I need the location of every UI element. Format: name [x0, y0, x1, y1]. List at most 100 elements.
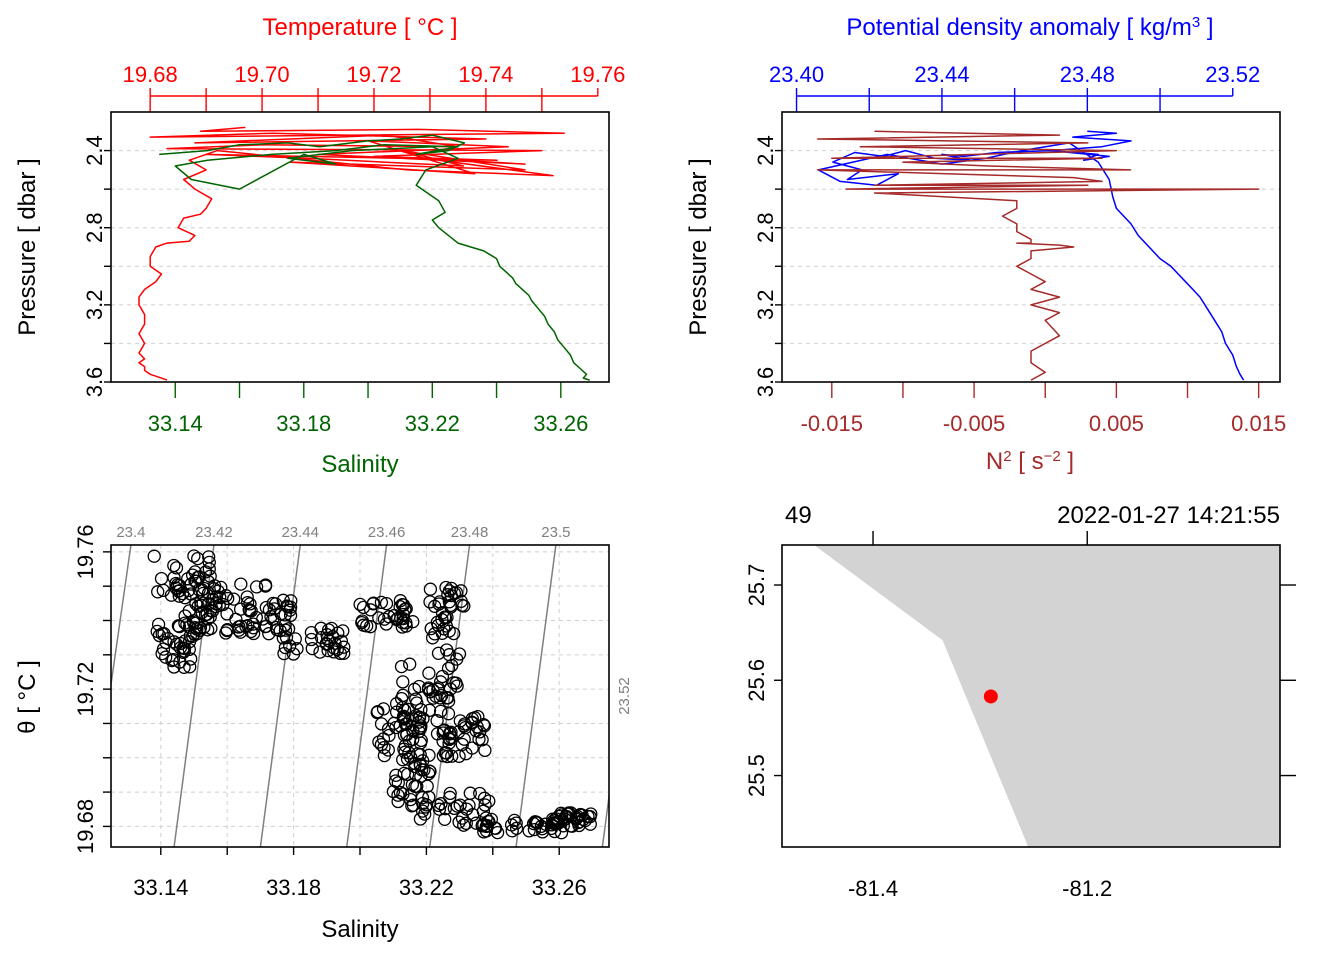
ts-point	[507, 813, 522, 828]
ts-point	[232, 623, 246, 637]
ts-point	[199, 565, 213, 579]
ts-point	[304, 632, 319, 647]
ts-point	[509, 816, 523, 830]
ts-point	[443, 598, 458, 613]
ts-point	[240, 595, 255, 610]
ts-point	[234, 577, 248, 591]
ts-point	[522, 824, 536, 838]
ts-xtick-label: 33.22	[399, 875, 454, 900]
ts-point	[147, 549, 161, 563]
ts-point	[330, 642, 344, 657]
ts-point	[444, 725, 458, 739]
ts-point	[441, 707, 456, 721]
ts-point	[186, 614, 201, 628]
p2-ytick-label: 3.6	[753, 367, 778, 398]
ts-point	[258, 578, 273, 592]
ts-point	[478, 798, 492, 812]
isopycnal-label: 23.5	[541, 524, 570, 541]
ts-point	[403, 657, 417, 671]
ts-point	[398, 745, 412, 759]
ts-point	[396, 675, 410, 689]
ts-point	[406, 615, 420, 629]
isopycnal-line	[515, 545, 557, 847]
ts-point	[432, 802, 447, 816]
ts-profile-frame	[110, 111, 610, 383]
ts-point	[431, 681, 445, 695]
ts-diagram-panel: Salinity θ [ °C ] 23.4 23.42 23.44 23.46 23.…	[14, 524, 633, 943]
station-marker	[983, 689, 998, 704]
ts-point	[425, 631, 440, 645]
isopycnal-line	[111, 545, 132, 690]
ts-xtick-label: 33.26	[532, 875, 587, 900]
ts-point	[431, 646, 446, 660]
p2-top-tick-label: 23.44	[914, 62, 969, 87]
ts-point	[171, 619, 186, 633]
p1-ytick-label: 3.6	[82, 367, 107, 398]
ts-point	[433, 704, 448, 719]
ts-point	[283, 608, 298, 623]
p2-bottom-tick-label: 0.015	[1231, 411, 1286, 436]
ts-point	[445, 658, 459, 673]
map-xtick-label: -81.2	[1062, 876, 1112, 901]
pressure-axis-title: Pressure [ dbar ]	[14, 158, 41, 335]
ts-point	[173, 641, 188, 655]
p2-ytick-label: 2.8	[753, 212, 778, 243]
p1-bottom-tick-label: 33.14	[148, 411, 203, 436]
ts-point	[406, 723, 420, 738]
p1-top-tick-label: 19.70	[235, 62, 290, 87]
ts-point	[173, 636, 188, 651]
ts-point	[328, 636, 342, 650]
ts-ytick-label: 19.76	[73, 524, 98, 579]
ts-point	[572, 818, 586, 833]
ts-point	[177, 660, 191, 674]
n2-axis-title: N2 [ s−2 ]	[986, 448, 1074, 476]
density-profile-frame	[781, 111, 1281, 383]
ts-point	[243, 597, 257, 611]
map-ytick-label: 25.7	[744, 564, 769, 607]
ts-point	[150, 624, 164, 639]
ts-point	[267, 602, 281, 616]
ts-point	[438, 802, 452, 816]
ts-point	[320, 631, 335, 645]
ts-point	[191, 551, 205, 566]
p1-series-salinity	[159, 134, 590, 381]
ts-point	[189, 616, 203, 630]
ts-point	[165, 653, 179, 668]
ts-point	[529, 815, 544, 829]
ts-point	[390, 612, 404, 627]
ts-point	[159, 635, 173, 650]
station-map-panel: -81.4 -81.2 25.5 25.6 25.7 49 2022-01-27 14:…	[744, 502, 1296, 901]
ts-profile-panel: Temperature [ °C ] Salinity Pressure [ d…	[14, 14, 625, 478]
ts-point	[227, 592, 241, 606]
ts-point	[198, 608, 213, 622]
ts-point	[418, 807, 432, 821]
ts-point	[220, 607, 234, 621]
ts-point	[416, 796, 430, 811]
ts-point	[202, 555, 216, 570]
ts-xtick-label: 33.14	[133, 875, 188, 900]
ts-ytick-label: 19.68	[73, 799, 98, 854]
ts-point	[266, 596, 280, 611]
ts-point	[396, 787, 410, 801]
ts-point	[452, 749, 466, 763]
ts-point	[363, 603, 378, 617]
ts-point	[281, 622, 296, 636]
ts-point	[414, 769, 428, 784]
p2-series-n2	[816, 130, 1260, 381]
ts-point	[443, 790, 457, 804]
ts-point	[397, 728, 412, 742]
ts-point	[396, 607, 410, 622]
ts-point	[416, 754, 430, 768]
salinity-axis-title: Salinity	[321, 451, 398, 478]
ts-point	[197, 581, 211, 596]
ts-point	[305, 641, 319, 656]
map-ytick-label: 25.5	[744, 754, 769, 797]
ts-point	[421, 682, 436, 697]
ts-point	[444, 588, 458, 603]
ts-point	[417, 763, 431, 777]
ts-point	[279, 630, 294, 645]
ts-point	[169, 561, 184, 575]
ts-point	[488, 821, 503, 835]
ts-point	[482, 814, 496, 829]
